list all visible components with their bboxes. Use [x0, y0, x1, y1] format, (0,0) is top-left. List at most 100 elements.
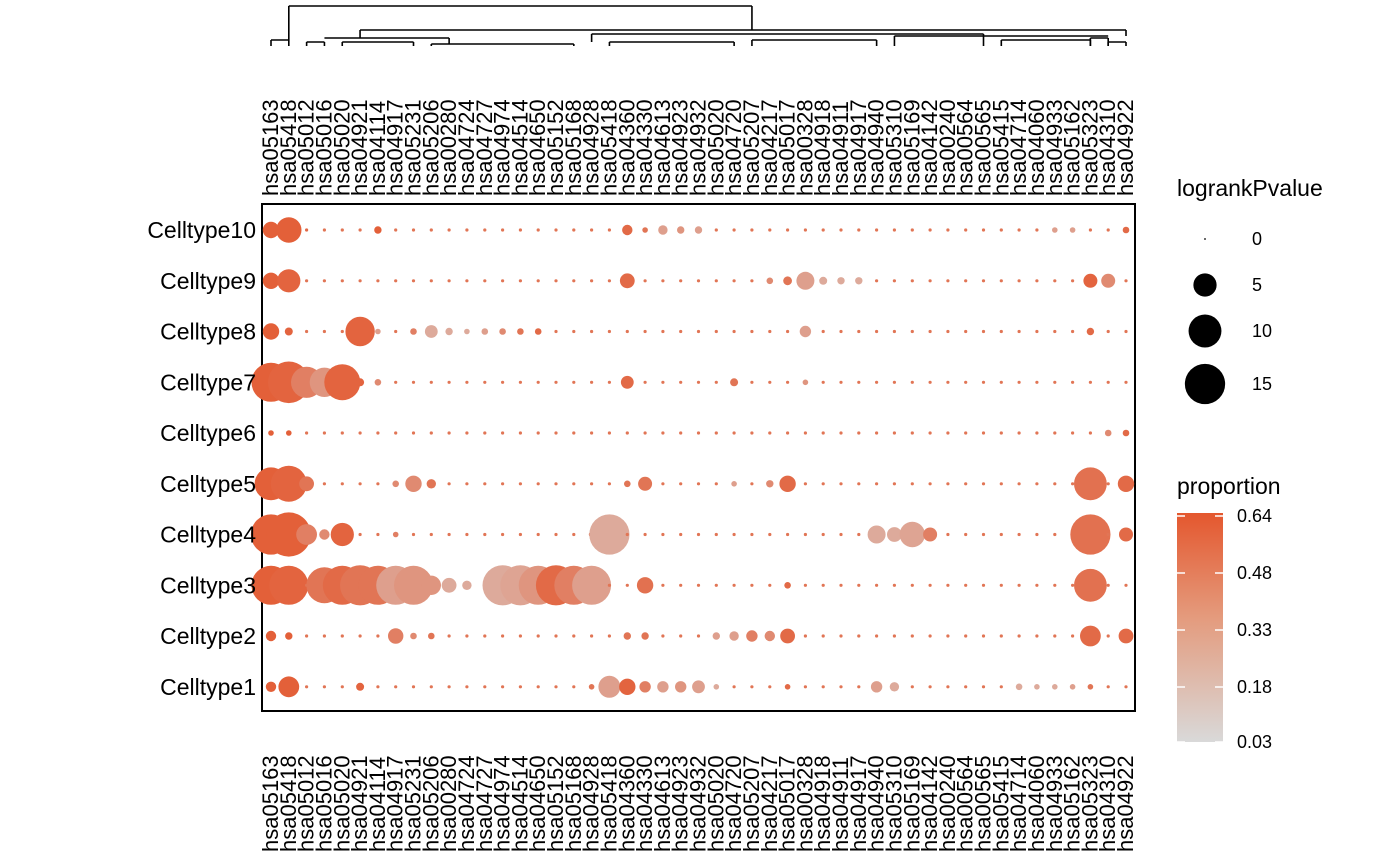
- top-col-label-hsa04918: hsa04918: [810, 99, 835, 196]
- size-legend-circle: [1204, 238, 1206, 240]
- dot-Celltype7-hsa04310: [1106, 380, 1110, 384]
- top-col-label-hsa04114: hsa04114: [365, 101, 390, 196]
- dot-Celltype2-hsa05017: [780, 628, 795, 644]
- dot-Celltype4-hsa04922: [1119, 527, 1133, 542]
- dot-Celltype1-hsa05012: [305, 685, 309, 689]
- top-col-label-hsa05012: hsa05012: [294, 99, 319, 196]
- dot-Celltype9-hsa00280: [447, 279, 451, 283]
- dot-Celltype7-hsa05206: [429, 380, 433, 384]
- dot-Celltype2-hsa04613: [661, 634, 665, 638]
- bottom-col-label-hsa04613: hsa04613: [650, 755, 675, 852]
- dot-Celltype2-hsa04360: [623, 632, 631, 640]
- dot-Celltype8-hsa05016: [322, 329, 326, 334]
- dot-Celltype1-hsa04918: [821, 685, 825, 689]
- dot-Celltype7-hsa00565: [981, 380, 986, 384]
- dot-Celltype8-hsa04932: [696, 329, 701, 334]
- top-col-label-hsa04921: hsa04921: [347, 99, 372, 196]
- dot-Celltype1-hsa04514: [518, 685, 523, 689]
- dot-Celltype1-hsa04928: [588, 684, 595, 690]
- dot-Celltype1-hsa04923: [675, 681, 687, 693]
- dot-Celltype8-hsa05162: [1071, 329, 1075, 334]
- dot-Celltype10-hsa04060: [1035, 228, 1039, 232]
- dot-Celltype3-hsa04142: [928, 583, 932, 587]
- dot-Celltype5-hsa05012: [299, 476, 314, 492]
- dot-Celltype1-hsa04714: [1015, 683, 1023, 691]
- dot-Celltype5-hsa04330: [638, 476, 653, 491]
- dot-Celltype6-hsa04940: [875, 431, 879, 435]
- dot-Celltype2-hsa05415: [999, 634, 1003, 638]
- dot-Celltype1-hsa05323: [1087, 684, 1094, 690]
- dot-Celltype4-hsa04923: [679, 532, 683, 537]
- dot-Celltype3-hsa05415: [999, 583, 1003, 587]
- dot-Celltype6-hsa04650: [536, 431, 540, 435]
- bottom-col-label-hsa04932: hsa04932: [686, 755, 711, 852]
- bottom-col-label-hsa00240: hsa00240: [935, 755, 960, 852]
- top-col-label-hsa05162: hsa05162: [1060, 99, 1085, 196]
- dot-Celltype4-hsa04917: [857, 532, 861, 537]
- bottom-col-label-hsa05323: hsa05323: [1077, 755, 1102, 852]
- dot-Celltype2-hsa05162: [1071, 634, 1075, 638]
- top-col-label-hsa04360: hsa04360: [614, 99, 639, 196]
- dot-Celltype6-hsa05168: [572, 431, 576, 435]
- color-legend-label: 0.03: [1237, 732, 1272, 752]
- dot-Celltype3-hsa04933: [1053, 583, 1057, 587]
- dot-Celltype9-hsa04727: [483, 279, 487, 283]
- dot-Celltype3-hsa04940: [875, 583, 879, 587]
- dot-Celltype9-hsa05162: [1071, 279, 1075, 283]
- dot-Celltype10-hsa04911: [839, 228, 843, 232]
- dot-Celltype7-hsa04360: [620, 375, 634, 389]
- dot-Celltype2-hsa05418: [285, 632, 293, 640]
- bottom-col-label-hsa05020: hsa05020: [329, 755, 354, 852]
- top-col-label-hsa05415: hsa05415: [988, 99, 1013, 196]
- dot-Celltype9-hsa04928: [590, 279, 594, 283]
- bottom-col-label-hsa00565: hsa00565: [971, 755, 996, 852]
- bottom-col-label-hsa04940: hsa04940: [864, 755, 889, 852]
- dot-Celltype10-hsa04720: [732, 228, 736, 232]
- dot-Celltype2-hsa04932: [696, 634, 701, 638]
- dot-Celltype5-hsa04720: [731, 481, 737, 487]
- dot-Celltype7-hsa05162: [1071, 380, 1075, 384]
- dot-Celltype5-hsa05152: [554, 482, 558, 486]
- dot-Celltype7-hsa04932: [696, 380, 701, 384]
- top-column-labels: hsa05163hsa05418hsa05012hsa05016hsa05020…: [258, 99, 1138, 196]
- dot-Celltype5-hsa04933: [1053, 482, 1057, 486]
- color-legend-label: 0.64: [1237, 506, 1272, 526]
- dot-Celltype10-hsa04727: [483, 228, 487, 232]
- dot-Celltype5-hsa05020: [714, 482, 718, 486]
- bottom-col-label-hsa05207: hsa05207: [739, 755, 764, 852]
- dot-Celltype7-hsa05152: [554, 380, 558, 384]
- top-col-label-hsa04613: hsa04613: [650, 99, 675, 196]
- dot-Celltype7-hsa05207: [750, 380, 754, 384]
- dot-Celltype4-hsa04714: [1017, 532, 1021, 537]
- dot-Celltype10-hsa04932: [694, 226, 703, 234]
- dot-Celltype4-hsa05418: [589, 514, 630, 555]
- dot-Celltype5-hsa00565: [981, 482, 986, 486]
- bottom-col-label-hsa04114: hsa04114: [365, 757, 390, 852]
- dot-Celltype2-hsa05418: [607, 634, 612, 638]
- dot-Celltype10-hsa04514: [518, 228, 523, 232]
- dot-Celltype1-hsa05020: [340, 685, 344, 689]
- dot-Celltype10-hsa04360: [622, 224, 633, 236]
- dot-Celltype8-hsa00565: [981, 329, 986, 334]
- dot-Celltype9-hsa04974: [501, 279, 505, 283]
- dot-Celltype4-hsa05017: [786, 532, 790, 537]
- dot-Celltype5-hsa05415: [999, 482, 1003, 486]
- dot-Celltype10-hsa05418: [276, 217, 302, 243]
- dot-Celltype5-hsa05207: [750, 482, 754, 486]
- bottom-col-label-hsa04650: hsa04650: [525, 755, 550, 852]
- dot-Celltype10-hsa05206: [429, 228, 433, 232]
- dot-Celltype7-hsa05017: [786, 380, 790, 384]
- dot-Celltype1-hsa04060: [1034, 684, 1040, 690]
- dot-Celltype8-hsa04918: [821, 329, 825, 334]
- dot-Celltype6-hsa04974: [501, 431, 505, 435]
- dot-Celltype1-hsa05415: [999, 685, 1003, 689]
- dot-Celltype6-hsa04922: [1122, 429, 1130, 437]
- top-col-label-hsa04922: hsa04922: [1113, 99, 1138, 196]
- dot-Celltype6-hsa05310: [892, 431, 897, 435]
- dot-Celltype7-hsa04650: [536, 380, 540, 384]
- bottom-col-label-hsa04142: hsa04142: [917, 755, 942, 852]
- dot-Celltype1-hsa00328: [803, 685, 808, 689]
- dot-Celltype5-hsa04911: [839, 482, 843, 486]
- top-col-label-hsa05168: hsa05168: [561, 99, 586, 196]
